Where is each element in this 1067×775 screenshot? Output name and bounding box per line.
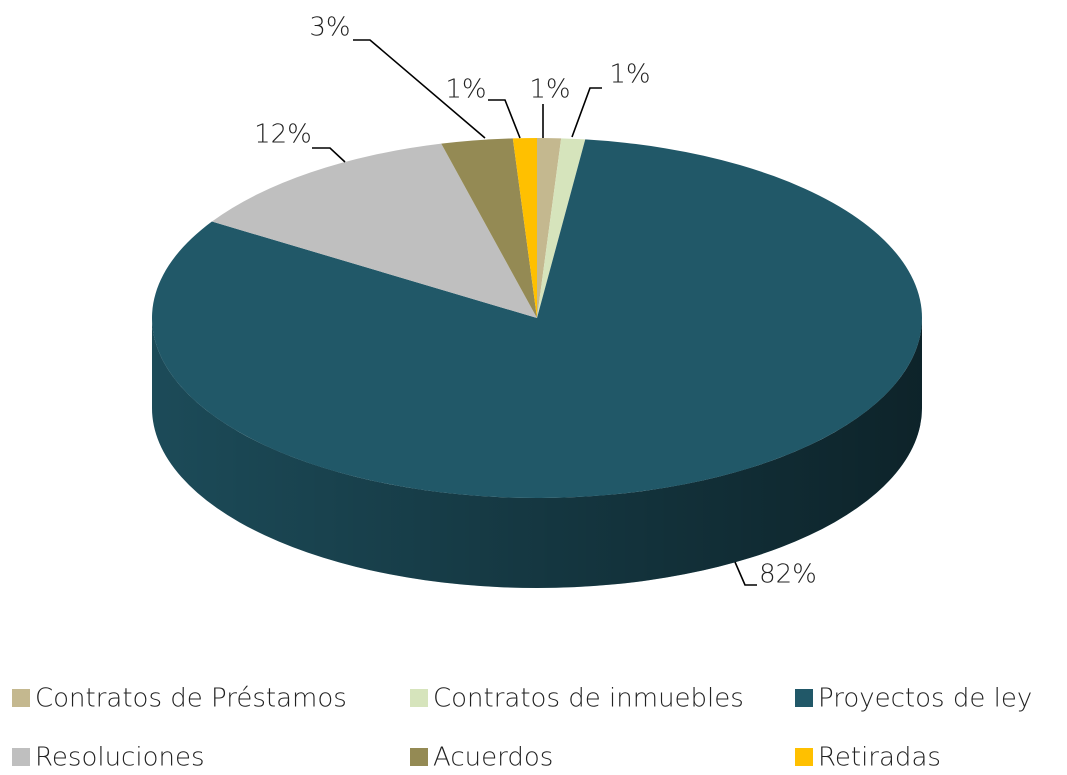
slice [152,139,922,498]
legend-label: Acuerdos [433,743,553,773]
slice-side-shade [152,318,922,588]
leader-line [312,147,346,163]
data-label: 82% [759,560,817,590]
slice [512,138,537,318]
slice [441,138,537,318]
legend-label: Contratos de Préstamos [35,684,347,714]
data-label: 1% [529,75,570,105]
slice [537,138,586,318]
data-label: 3% [309,13,350,43]
slice [537,138,562,318]
data-label: 12% [254,120,312,150]
legend-swatch [12,748,30,766]
leader-line [734,561,757,586]
legend-swatch [795,689,813,707]
data-label: 1% [609,60,650,90]
legend-swatch [410,689,428,707]
legend-label: Contratos de inmuebles [433,684,744,714]
legend-label: Proyectos de ley [818,684,1032,714]
leader-line [571,87,602,138]
leader-line [488,99,521,139]
data-label: 1% [445,75,486,105]
legend-label: Retiradas [818,743,941,773]
leader-line [353,39,486,139]
legend-swatch [410,748,428,766]
slice [211,143,537,318]
legend-swatch [12,689,30,707]
legend-swatch [795,748,813,766]
legend-label: Resoluciones [35,743,205,773]
